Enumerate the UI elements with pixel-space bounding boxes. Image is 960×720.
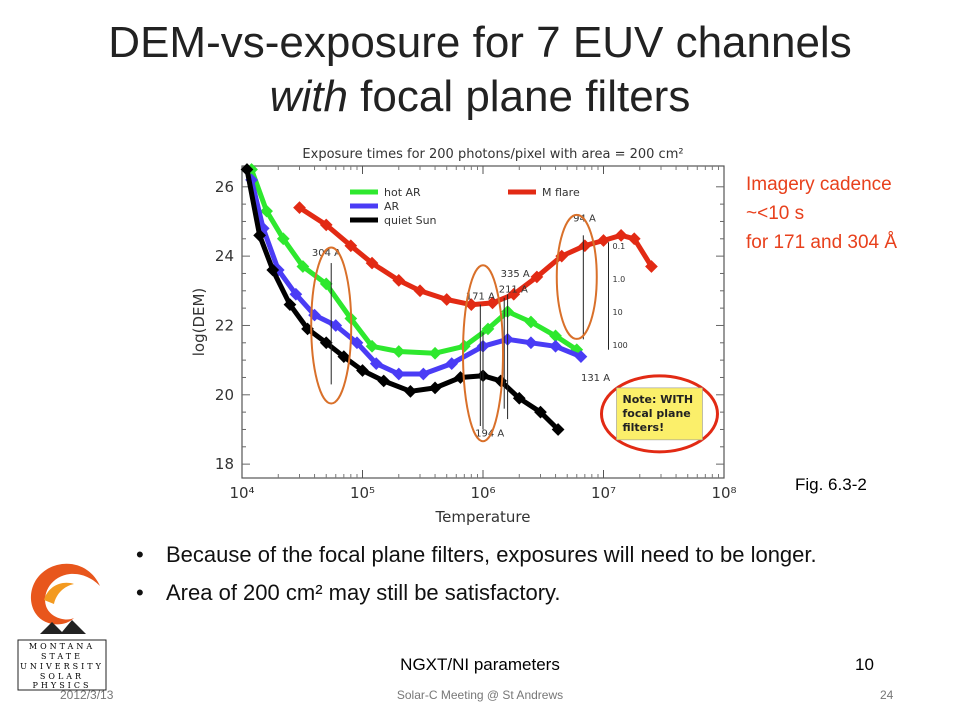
channel-label: 194 A bbox=[475, 428, 504, 439]
data-point bbox=[276, 232, 290, 246]
data-point bbox=[365, 339, 379, 353]
data-point bbox=[614, 228, 628, 242]
cadence-line-3: for 171 and 304 Å bbox=[746, 232, 898, 253]
y-tick-label: 26 bbox=[215, 178, 234, 196]
dem-chart: hot AR AR quiet Sun M flare 304 A 335 A 211 A 1… bbox=[190, 140, 770, 530]
logo-line: UNIVERSITY bbox=[20, 662, 104, 671]
logo-line: STATE bbox=[41, 652, 83, 661]
exposure-label: 1.0 bbox=[612, 275, 625, 284]
bullet-dot: • bbox=[136, 542, 144, 567]
note-text: focal plane bbox=[622, 407, 690, 420]
channel-label: 304 A bbox=[312, 248, 341, 259]
data-point bbox=[464, 298, 478, 312]
slide-page-number: 24 bbox=[880, 688, 894, 702]
cadence-note: Imagery cadence ~<10 s for 171 and 304 Å bbox=[746, 170, 897, 257]
data-point bbox=[296, 260, 310, 273]
x-axis-label: Temperature bbox=[434, 508, 530, 526]
legend-label: AR bbox=[384, 200, 400, 213]
title-line-2: with focal plane filters bbox=[0, 70, 960, 124]
y-tick-label: 24 bbox=[215, 247, 234, 265]
highlight-ellipse bbox=[555, 213, 598, 340]
data-point bbox=[319, 336, 333, 350]
data-point bbox=[417, 367, 430, 381]
data-point bbox=[319, 218, 333, 232]
footer-title: NGXT/NI parameters bbox=[400, 655, 560, 674]
data-point bbox=[440, 293, 454, 306]
chart-title: Exposure times for 200 photons/pixel wit… bbox=[302, 147, 683, 162]
data-point bbox=[260, 204, 273, 218]
title-italic: with bbox=[269, 72, 348, 121]
note-ellipse bbox=[599, 374, 719, 454]
data-point bbox=[266, 263, 280, 277]
bullet-dot: • bbox=[136, 580, 144, 605]
exposure-label: 100 bbox=[612, 341, 627, 350]
bullet-list: • Because of the focal plane filters, exp… bbox=[130, 540, 890, 616]
title-line-1: DEM-vs-exposure for 7 EUV channels bbox=[108, 18, 852, 67]
data-point bbox=[481, 322, 495, 336]
x-tick-label: 10⁷ bbox=[591, 484, 616, 502]
data-point bbox=[445, 357, 459, 370]
data-point bbox=[253, 228, 266, 242]
data-point bbox=[627, 232, 641, 246]
data-point bbox=[392, 274, 406, 287]
title-rest: focal plane filters bbox=[347, 72, 691, 121]
data-point bbox=[337, 350, 351, 364]
data-point bbox=[319, 277, 333, 291]
cadence-line-1: Imagery cadence bbox=[746, 174, 892, 195]
data-point bbox=[356, 364, 369, 377]
bullet-text: Because of the focal plane filters, expo… bbox=[166, 542, 817, 567]
data-point bbox=[377, 374, 391, 388]
slide-meeting: Solar-C Meeting @ St Andrews bbox=[396, 688, 564, 702]
exposure-label: 0.1 bbox=[612, 242, 625, 251]
data-point bbox=[486, 296, 499, 310]
data-point bbox=[392, 367, 406, 381]
note-box bbox=[616, 387, 703, 441]
x-tick-label: 10⁸ bbox=[711, 484, 736, 502]
x-tick-label: 10⁵ bbox=[350, 484, 375, 502]
data-point bbox=[551, 423, 565, 436]
data-point bbox=[457, 339, 471, 353]
channel-label: 131 A bbox=[581, 373, 610, 384]
bullet-item: • Because of the focal plane filters, exp… bbox=[130, 540, 890, 570]
bullet-text: Area of 200 cm² may still be satisfactor… bbox=[166, 580, 561, 605]
note-text: filters! bbox=[622, 421, 664, 434]
slide-date: 2012/3/13 bbox=[60, 688, 114, 702]
y-axis-label: log(DEM) bbox=[190, 288, 208, 357]
slide-title: DEM-vs-exposure for 7 EUV channels with … bbox=[0, 16, 960, 124]
data-point bbox=[578, 239, 592, 253]
y-tick-label: 22 bbox=[215, 316, 234, 334]
y-tick-label: 20 bbox=[215, 386, 234, 404]
footer-number: 10 bbox=[855, 655, 874, 674]
channel-label: 335 A bbox=[501, 269, 530, 280]
legend-label: hot AR bbox=[384, 186, 421, 199]
data-point bbox=[289, 287, 303, 301]
channel-label: 211 A bbox=[499, 285, 528, 296]
legend-label: M flare bbox=[542, 186, 580, 199]
data-point bbox=[507, 287, 521, 301]
note-text: Note: WITH bbox=[622, 393, 693, 406]
highlight-ellipse bbox=[310, 246, 353, 405]
exposure-label: 10 bbox=[612, 308, 622, 317]
legend-label: quiet Sun bbox=[384, 214, 437, 227]
x-tick-label: 10⁴ bbox=[229, 484, 254, 502]
data-point bbox=[428, 381, 442, 395]
highlight-ellipse bbox=[462, 264, 504, 443]
msu-solar-physics-logo: MONTANA STATE UNIVERSITY SOLAR PHYSICS bbox=[17, 563, 107, 691]
x-tick-label: 10⁶ bbox=[470, 484, 495, 502]
data-point bbox=[369, 357, 383, 370]
y-tick-label: 18 bbox=[215, 455, 234, 473]
logo-line: PHYSICS bbox=[33, 681, 92, 690]
channel-label: 171 A bbox=[466, 291, 495, 302]
logo-line: SOLAR bbox=[40, 672, 84, 681]
figure-label: Fig. 6.3-2 bbox=[795, 475, 867, 494]
series-line bbox=[249, 179, 582, 377]
bullet-item: • Area of 200 cm² may still be satisfacto… bbox=[130, 578, 890, 608]
cadence-line-2: ~<10 s bbox=[746, 203, 805, 224]
data-point bbox=[530, 270, 544, 284]
logo-line: MONTANA bbox=[29, 642, 95, 651]
data-point bbox=[392, 345, 406, 358]
